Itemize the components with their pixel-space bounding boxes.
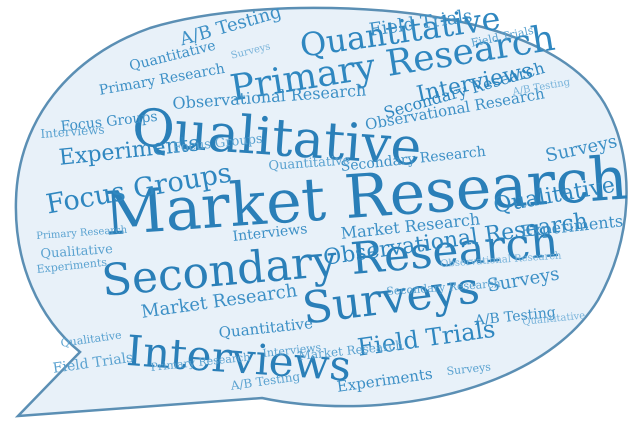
word-surveys-4: Surveys — [445, 360, 492, 378]
word-qualitative-4: Qualitative — [59, 328, 123, 350]
word-interviews-4: Interviews — [39, 122, 106, 141]
speech-bubble-outline — [14, 6, 628, 418]
word-surveys-5: Surveys — [229, 41, 272, 62]
word-field-trials-3: Field Trials — [51, 349, 135, 377]
